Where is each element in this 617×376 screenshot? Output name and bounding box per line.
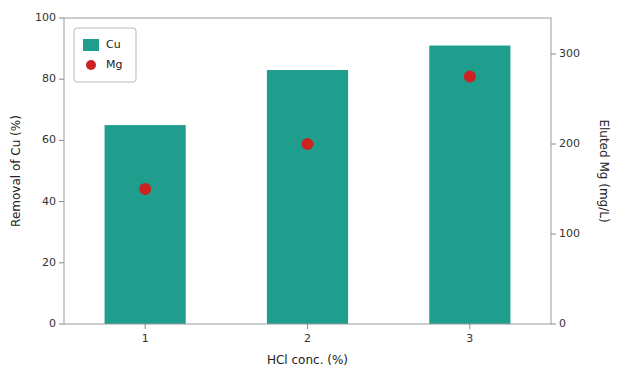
y2-tick-label: 100 <box>559 227 580 240</box>
chart: 0 20 40 60 80 100 0 100 200 300 1 2 3 HCl conc. (%) Re… <box>0 0 617 376</box>
y-tick <box>59 18 64 19</box>
x-tick-label: 1 <box>142 332 149 345</box>
point <box>139 183 151 195</box>
y-tick-label: 20 <box>42 256 56 269</box>
y-tick <box>59 79 64 80</box>
x-tick <box>307 324 308 329</box>
y-axis-label: Removal of Cu (%) <box>9 115 23 227</box>
bar <box>105 125 186 324</box>
y-tick <box>59 324 64 325</box>
bar <box>429 46 510 324</box>
y-tick <box>59 262 64 263</box>
y2-tick <box>551 54 556 55</box>
y-tick-label: 40 <box>42 195 56 208</box>
x-tick-label: 3 <box>466 332 473 345</box>
legend-box <box>74 28 136 82</box>
y-tick-label: 0 <box>49 317 56 330</box>
legend-label: Cu <box>106 38 121 51</box>
legend-swatch <box>86 60 96 70</box>
x-tick <box>145 324 146 329</box>
marks <box>105 46 511 324</box>
legend-swatch <box>83 39 99 51</box>
plot-frame <box>64 18 551 324</box>
y2-tick-label: 0 <box>559 317 566 330</box>
y2-axis-label: Eluted Mg (mg/L) <box>597 119 611 222</box>
x-tick-label: 2 <box>304 332 311 345</box>
y2-tick-label: 300 <box>559 47 580 60</box>
point <box>302 138 314 150</box>
y-tick-label: 80 <box>42 72 56 85</box>
x-axis-label: HCl conc. (%) <box>267 353 348 367</box>
point <box>464 71 476 83</box>
y2-tick <box>551 234 556 235</box>
y-tick <box>59 201 64 202</box>
legend-label: Mg <box>106 58 122 71</box>
y2-tick-label: 200 <box>559 137 580 150</box>
y2-tick <box>551 144 556 145</box>
plot-area <box>64 18 551 324</box>
y-tick <box>59 140 64 141</box>
x-tick <box>469 324 470 329</box>
bar <box>267 70 348 324</box>
legend: Cu Mg <box>74 28 136 82</box>
y-tick-label: 60 <box>42 133 56 146</box>
y2-tick <box>551 324 556 325</box>
y-tick-label: 100 <box>35 11 56 24</box>
